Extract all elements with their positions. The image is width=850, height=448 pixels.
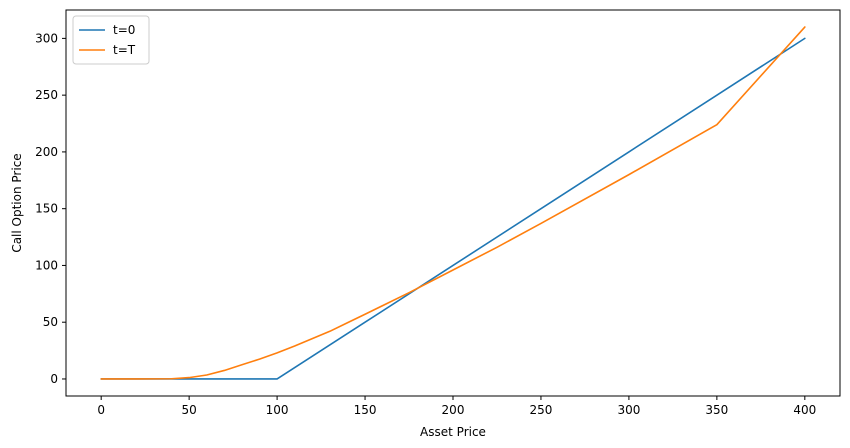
y-tick-label: 300 bbox=[35, 31, 58, 45]
x-tick-label: 50 bbox=[181, 403, 196, 417]
y-tick-label: 100 bbox=[35, 258, 58, 272]
legend-label-0: t=0 bbox=[113, 23, 135, 37]
y-tick-label: 200 bbox=[35, 145, 58, 159]
y-tick-label: 150 bbox=[35, 202, 58, 216]
legend-box bbox=[72, 15, 150, 65]
x-tick-label: 0 bbox=[97, 403, 105, 417]
x-axis-label: Asset Price bbox=[420, 425, 486, 439]
y-tick-label: 50 bbox=[43, 315, 58, 329]
x-axis: 0 50 100 150 200 250 300 350 400 bbox=[97, 396, 816, 417]
x-tick-label: 100 bbox=[266, 403, 289, 417]
y-tick-label: 0 bbox=[50, 372, 58, 386]
x-tick-label: 400 bbox=[793, 403, 816, 417]
x-tick-label: 300 bbox=[617, 403, 640, 417]
x-tick-label: 200 bbox=[442, 403, 465, 417]
x-tick-label: 250 bbox=[530, 403, 553, 417]
series-layer bbox=[100, 26, 806, 380]
legend-label-1: t=T bbox=[113, 43, 136, 57]
series-line-1 bbox=[100, 26, 806, 380]
x-tick-label: 150 bbox=[354, 403, 377, 417]
y-axis: 0 50 100 150 200 250 300 bbox=[35, 31, 66, 386]
x-tick-label: 350 bbox=[705, 403, 728, 417]
legend: t=0 t=T bbox=[72, 15, 150, 65]
y-tick-label: 250 bbox=[35, 88, 58, 102]
y-axis-label: Call Option Price bbox=[10, 153, 24, 252]
